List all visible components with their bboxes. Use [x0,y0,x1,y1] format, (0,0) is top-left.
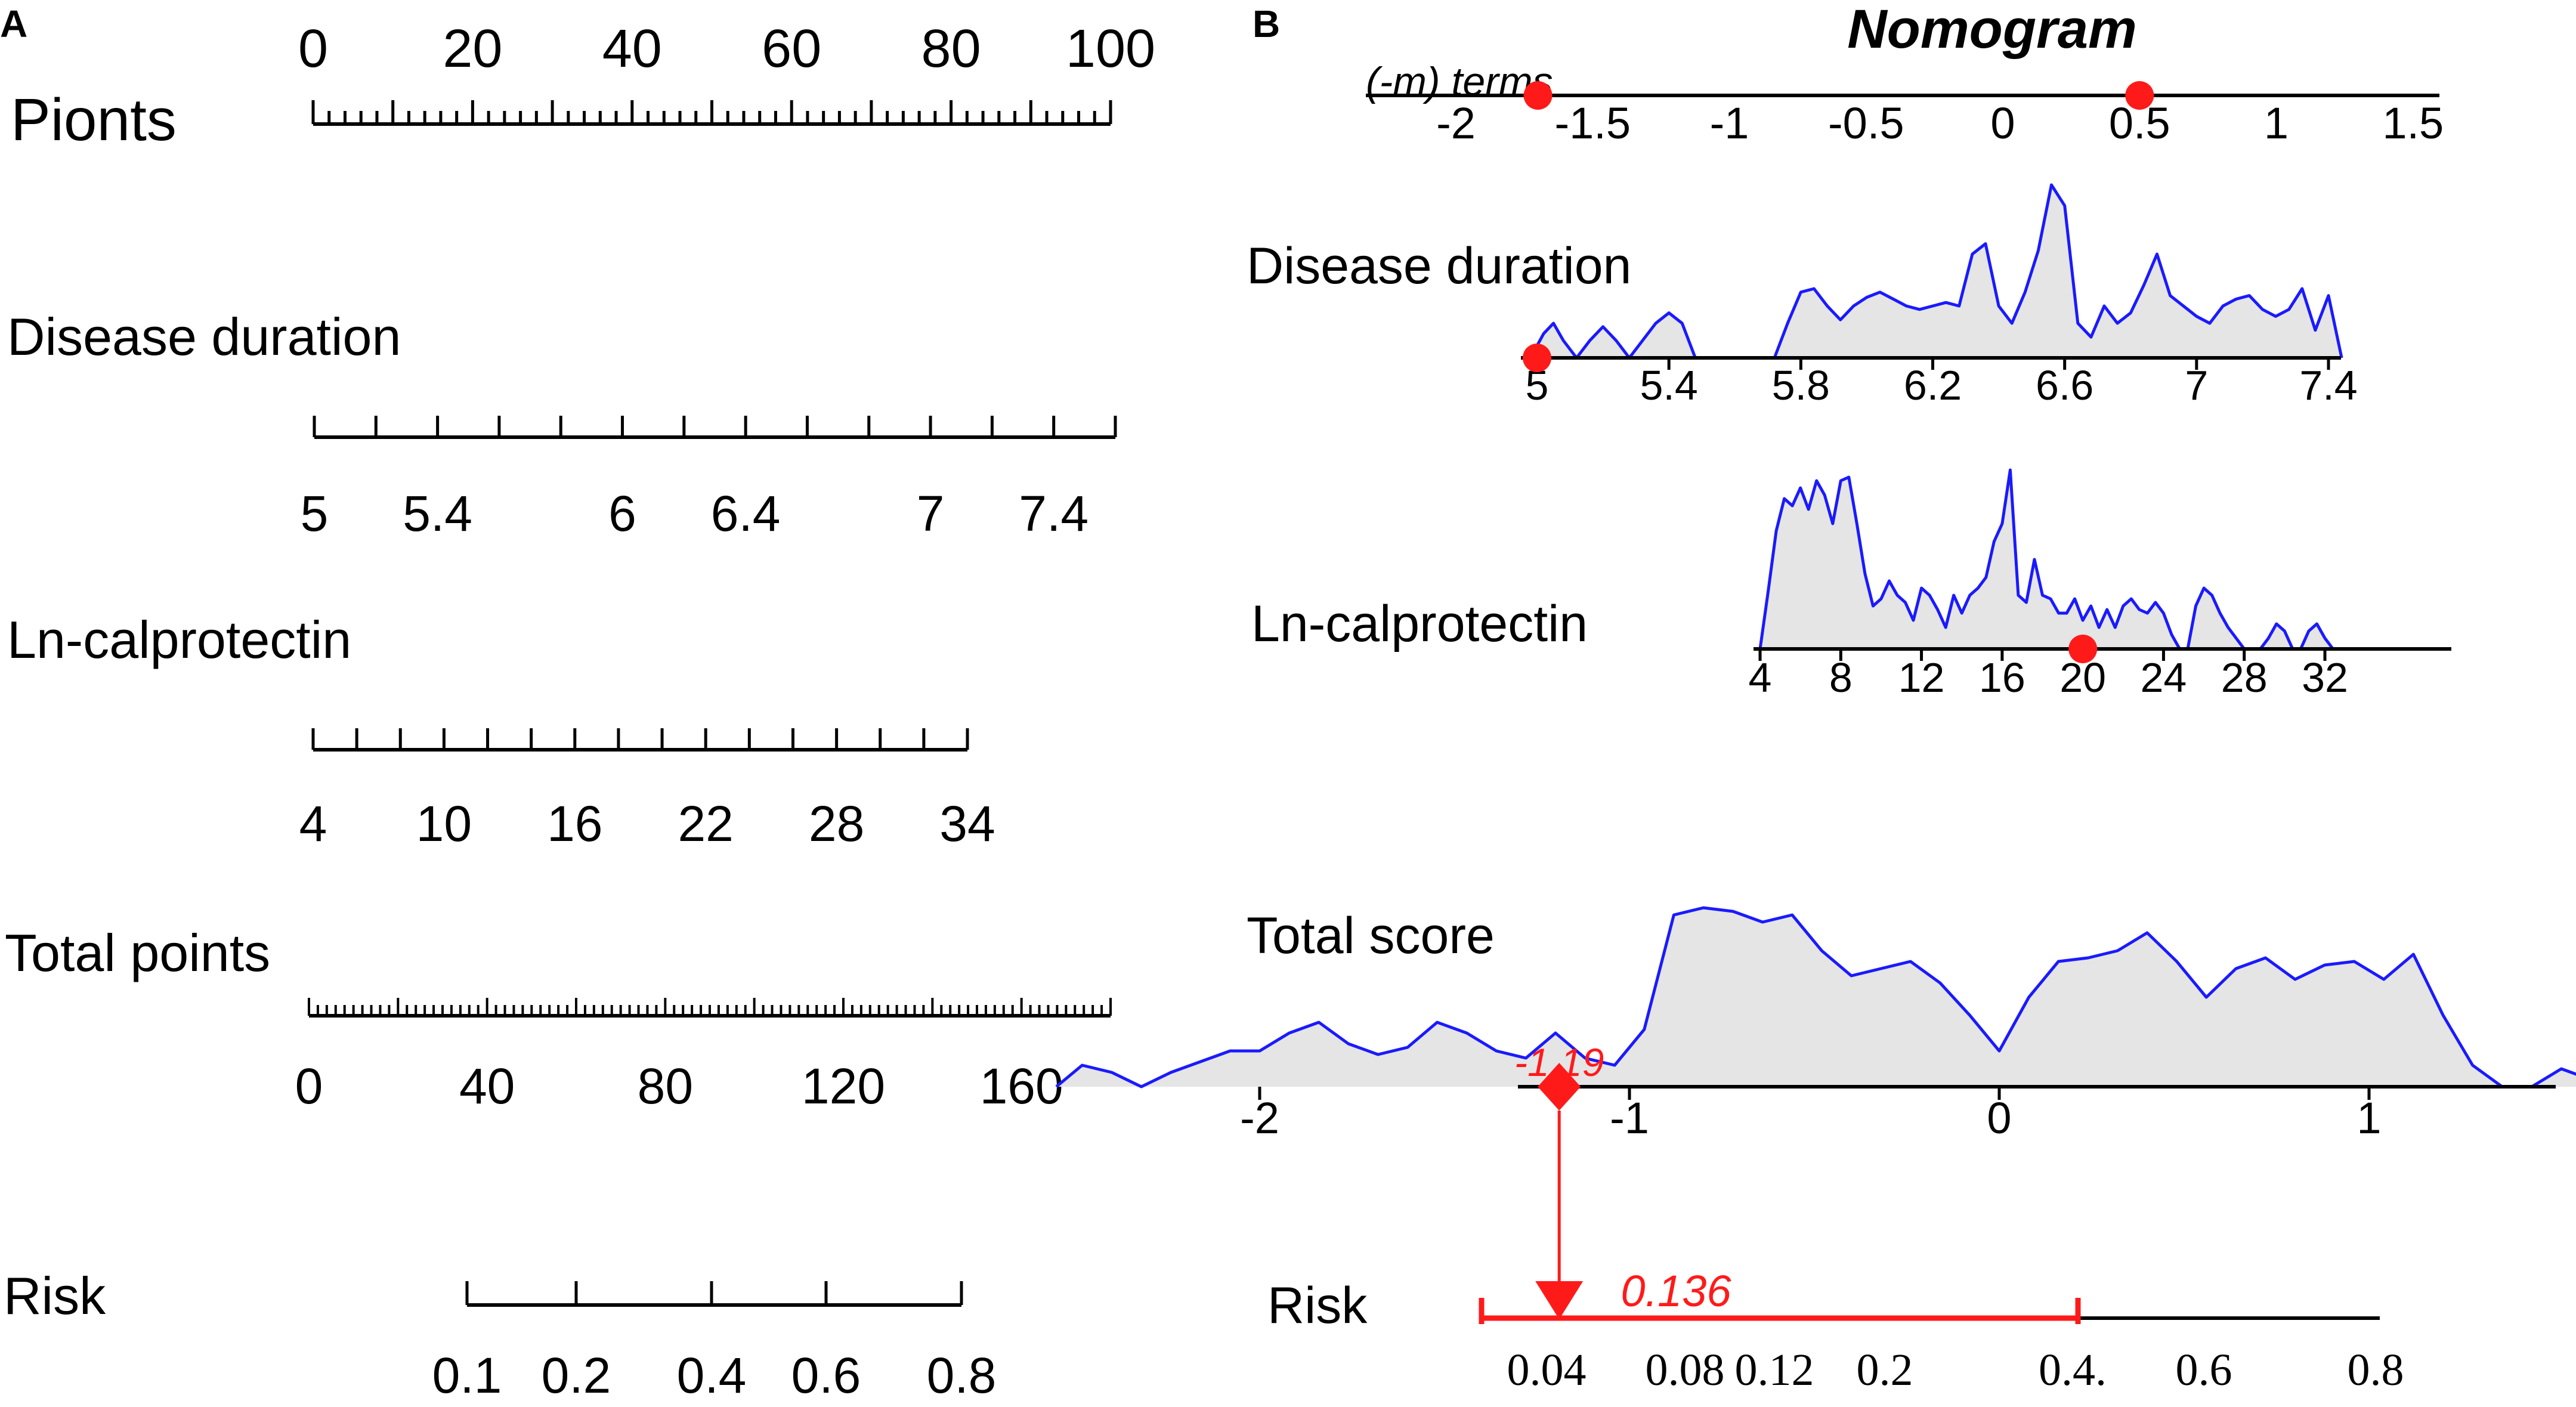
terms-tick-label: -2 [1436,98,1476,148]
disease-duration-tick-label-a: 6 [608,486,636,542]
disease-duration-b-tick-label: 7 [2185,362,2208,409]
risk-tick-label-b: 0.04 [1507,1345,1587,1395]
disease-duration-tick-label-a: 5.4 [403,486,472,542]
ln-calprotectin-tick-label-a: 16 [547,796,602,852]
panel-a: A Pionts 0 20 40 60 80 100 Disease duration 5… [0,2,1155,1403]
ln-calprotectin-tick-label-a: 4 [299,796,327,852]
disease-duration-tick-label-a: 7 [917,486,945,542]
points-tick-label: 40 [602,19,662,79]
disease-duration-row-label-a: Disease duration [7,307,401,366]
points-tick-label: 80 [921,19,981,79]
risk-axis-a: 0.1 0.2 0.4 0.6 0.8 [432,1281,997,1403]
risk-row-label-b: Risk [1267,1277,1368,1334]
risk-tick-label-b: 0.2 [1857,1345,1913,1395]
ln-calprotectin-b-tick-label: 32 [2302,654,2348,701]
disease-duration-tick-label-a: 6.4 [711,486,781,542]
risk-tick-label-a: 0.2 [542,1347,611,1403]
ln-calprotectin-b-density-fill [1760,470,2342,649]
disease-duration-b-tick-label: 7.4 [2299,362,2357,409]
disease-duration-axis-a: 5 5.4 6 6.4 7 7.4 [301,416,1117,542]
panel-b: B Nomogram (-m) terms -2 -1.5 -1 -0.5 0 0.5 1 1… [1055,0,2576,1395]
points-row-label: Pionts [11,86,177,153]
ln-calprotectin-b-tick-label: 12 [1898,654,1945,701]
risk-axis-b: 0.04 0.08 0.12 0.2 0.4. 0.6 0.8 0.136 [1479,1266,2404,1395]
disease-duration-marker-dot [1523,344,1551,372]
risk-tick-label-b: 0.4. [2039,1345,2107,1395]
points-tick-label: 20 [443,19,502,79]
total-points-tick-label: 80 [638,1058,693,1114]
total-score-marker-diamond [1538,1063,1581,1111]
ln-calprotectin-row-label-a: Ln-calprotectin [7,610,351,669]
terms-marker-dot [1523,81,1553,110]
ln-calprotectin-axis-a: 4 10 16 22 28 34 [299,728,995,852]
total-score-tick-label: 0 [1987,1093,2011,1143]
risk-tick-label-b: 0.8 [2348,1345,2404,1395]
total-score-density-curve [1055,906,2576,1089]
ln-calprotectin-tick-label-a: 34 [939,796,995,852]
risk-marker-label: 0.136 [1621,1266,1731,1316]
nomogram-title: Nomogram [1847,0,2137,60]
total-points-tick-label: 40 [459,1058,515,1114]
terms-tick-label: 1.5 [2382,98,2444,148]
terms-tick-label: 1 [2264,98,2289,148]
total-points-tick-label: 0 [295,1058,323,1114]
total-score-row-label: Total score [1247,907,1495,964]
disease-duration-tick-label-a: 5 [301,486,329,542]
risk-tick-label-a: 0.1 [432,1347,502,1403]
points-tick-label: 60 [762,19,821,79]
disease-duration-b-tick-label: 5.8 [1772,362,1830,409]
points-tick-label: 0 [298,19,328,79]
disease-duration-b-tick-label: 6.6 [2036,362,2093,409]
total-score-density-fill [1056,908,2576,1087]
disease-duration-row-label-b: Disease duration [1247,237,1631,295]
risk-tick-label-a: 0.6 [791,1347,861,1403]
risk-tick-label-a: 0.8 [927,1347,997,1403]
disease-duration-tick-label-a: 7.4 [1019,486,1088,542]
total-points-axis: 0 40 80 120 160 [295,998,1112,1114]
terms-axis: (-m) terms -2 -1.5 -1 -0.5 0 0.5 1 1.5 [1366,59,2444,148]
ln-calprotectin-b-tick-label: 4 [1749,654,1772,701]
total-score-density-panel: -2-10123-1.19 [1055,906,2576,1319]
ln-calprotectin-row-label-b: Ln-calprotectin [1251,595,1588,653]
total-points-row-label: Total points [5,923,270,982]
risk-tick-label-b: 0.6 [2176,1345,2232,1395]
terms-tick-label: 0 [1990,98,2015,148]
risk-marker-arrow [1535,1281,1584,1319]
total-points-tick-label: 120 [802,1058,885,1114]
terms-tick-label: -1.5 [1554,98,1631,148]
disease-duration-density-panel: 5 5.4 5.8 6.2 6.6 7 7.4 [1521,183,2358,409]
total-score-tick-label: -2 [1240,1093,1279,1143]
terms-marker-dot [2125,81,2154,110]
panel-b-label: B [1253,2,1280,45]
disease-duration-b-density-fill [1530,185,2342,358]
disease-duration-b-tick-label: 6.2 [1904,362,1962,409]
points-axis: 0 20 40 60 80 100 [298,19,1155,126]
total-score-tick-label: 1 [2357,1093,2381,1143]
ln-calprotectin-b-tick-label: 8 [1829,654,1853,701]
terms-tick-label: -1 [1710,98,1749,148]
risk-tick-label-b: 0.12 [1735,1345,1814,1395]
risk-tick-label-b: 0.08 [1646,1345,1725,1395]
ln-calprotectin-density-panel: 4 8 12 16 20 24 28 32 [1749,468,2451,701]
ln-calprotectin-b-tick-label: 16 [1979,654,2025,701]
total-points-tick-label: 160 [980,1058,1063,1114]
panel-a-label: A [0,2,27,45]
disease-duration-b-density-curve [1529,183,2343,360]
ln-calprotectin-marker-dot [2068,635,2098,663]
total-score-tick-label: -1 [1610,1093,1649,1143]
points-tick-label: 100 [1066,19,1155,79]
total-score-marker-label: -1.19 [1514,1040,1604,1084]
terms-tick-label: -0.5 [1828,98,1904,148]
ln-calprotectin-b-tick-label: 28 [2221,654,2268,701]
ln-calprotectin-tick-label-a: 28 [809,796,864,852]
ln-calprotectin-b-tick-label: 24 [2140,654,2187,701]
ln-calprotectin-tick-label-a: 10 [416,796,472,852]
ln-calprotectin-tick-label-a: 22 [678,796,733,852]
disease-duration-b-tick-label: 5.4 [1640,362,1698,409]
risk-row-label-a: Risk [4,1266,106,1325]
risk-tick-label-a: 0.4 [677,1347,747,1403]
